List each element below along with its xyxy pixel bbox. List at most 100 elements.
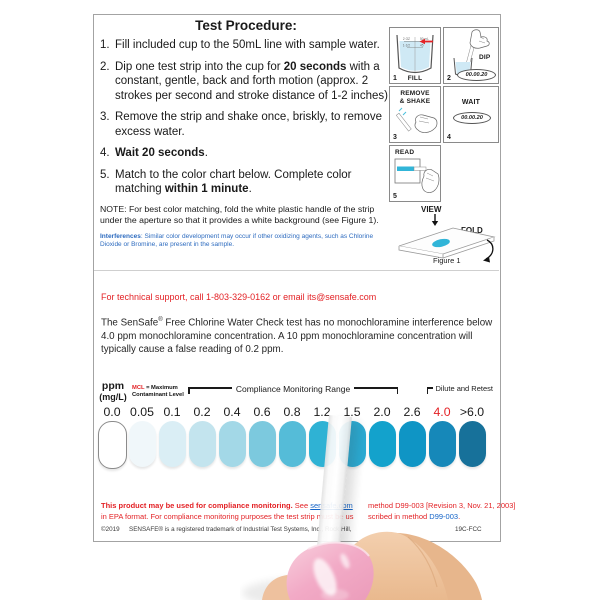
swatch-value: 0.2 [193, 405, 211, 419]
color-swatch [248, 421, 276, 467]
color-swatch [368, 421, 396, 467]
unit-ppm: ppm [101, 380, 125, 392]
bracket-tick [396, 387, 398, 394]
fold-label: FOLD [461, 226, 483, 235]
thumb-photo [242, 531, 482, 600]
swatch-cell [127, 421, 157, 469]
swatch-labels: 0.0 0.05 0.1 0.2 0.4 0.6 0.8 1.2 1.5 2.0 2.6 4.0 >6.… [97, 405, 487, 419]
compliance-bold: This product may be used for compliance … [101, 501, 293, 510]
step-number: 2. [100, 60, 110, 73]
interferences-label: Interferences [100, 232, 141, 240]
step-text-bold: 20 seconds [283, 60, 347, 73]
step-3: 3. Remove the strip and shake once, brisk… [100, 110, 392, 139]
panel-number: 3 [393, 134, 397, 141]
color-swatch [458, 421, 486, 467]
see-text: See [292, 501, 311, 510]
trademark-line: SENSAFE® is a registered trademark of In… [129, 526, 352, 533]
swatch-cell [427, 421, 457, 469]
panel-number: 4 [447, 134, 451, 141]
color-swatch [97, 421, 127, 469]
swatch-cell [397, 421, 427, 469]
registered-mark: ® [158, 317, 163, 323]
color-swatch [158, 421, 186, 467]
color-swatch [188, 421, 216, 467]
step-text: . [248, 183, 252, 195]
support-line: For technical support, call 1-803-329-01… [101, 292, 377, 302]
fill-mark2-oz: 1-1/2 [403, 43, 410, 47]
step-text: Remove the strip and shake once, briskly… [115, 111, 382, 138]
swatch-value: 0.8 [283, 405, 301, 419]
strip-read-icon [394, 158, 440, 193]
panel-read: READ 5 [389, 145, 441, 202]
mcl-line2: Contaminant Level [132, 391, 184, 398]
swatch-cell [97, 421, 127, 469]
swatch-value: 0.1 [163, 405, 181, 419]
swatch-value: 0.05 [130, 405, 154, 419]
info-paragraph: The SenSafe® Free Chlorine Water Check t… [101, 314, 493, 357]
panel-number: 5 [393, 193, 397, 200]
swatch-value: 2.0 [373, 405, 391, 419]
panel-remove-shake: REMOVE & SHAKE 3 [389, 86, 441, 143]
panel-label-wait: WAIT [461, 99, 481, 106]
step-5: 5. Match to the color chart below. Comple… [100, 168, 392, 197]
hand-shake-icon [395, 107, 438, 133]
view-label: VIEW [421, 205, 442, 214]
mcl-abbrev: MCL [132, 385, 145, 391]
color-swatch [128, 421, 156, 467]
figure-caption: Figure 1 [433, 256, 461, 265]
swatch-value: 0.6 [253, 405, 271, 419]
swatch-value: >6.0 [459, 405, 485, 419]
cup-fill-icon: 2 OZ 50 mL 1-1/2 45 [396, 34, 434, 74]
swatch-cell [157, 421, 187, 469]
color-swatch [278, 421, 306, 467]
step-text-bold: within 1 minute [164, 183, 249, 195]
method-reference-line1: method D99-003 [Revision 3, Nov. 21, 200… [368, 501, 516, 510]
color-swatch [398, 421, 426, 467]
panel-number: 2 [447, 75, 451, 82]
swatch-cell [277, 421, 307, 469]
step-number: 3. [100, 111, 110, 123]
sheet-border [93, 14, 501, 542]
interferences-text: : Similar color development may occur if… [100, 232, 374, 249]
panel-label-fill: FILL [407, 75, 423, 82]
step-number: 1. [100, 39, 110, 51]
mcl-note: MCL = Maximum Contaminant Level [132, 385, 194, 399]
folded-strip-icon [398, 227, 496, 263]
method-link[interactable]: D99-003 [429, 512, 459, 521]
down-arrow-icon [431, 214, 439, 226]
dilute-retest-label: Dilute and Retest [435, 383, 493, 393]
panel-label-dip: DIP [479, 54, 491, 61]
step-text: Dip one test strip into the cup for [115, 60, 284, 73]
step-text-bold: Wait 20 seconds [115, 147, 205, 159]
info-post: Free Chlorine Water Check test has no mo… [101, 317, 493, 356]
step-text: Match to the color chart below. Complete… [115, 168, 352, 196]
timer-display: 00.00.20 [453, 112, 491, 124]
step-text: Fill included cup to the 50mL line with … [115, 39, 380, 51]
swatch-value: 1.2 [313, 405, 331, 419]
swatch-value: 4.0 [433, 405, 451, 419]
note-text: NOTE: For best color matching, fold the … [100, 203, 379, 225]
method-pre: scribed in method [368, 512, 430, 521]
info-pre: The SenSafe [101, 317, 159, 329]
chart-unit-label: ppm (mg/L) [93, 381, 133, 403]
interferences-note: Interferences: Similar color development… [100, 233, 392, 250]
step-4: 4. Wait 20 seconds. [100, 146, 392, 161]
color-swatch [218, 421, 246, 467]
step-number: 4. [100, 147, 110, 159]
copyright: ©2019 [101, 526, 120, 533]
swatch-cell [247, 421, 277, 469]
fill-mark2-ml: 45 [420, 43, 424, 47]
step-2: 2. Dip one test strip into the cup for 20… [100, 60, 392, 104]
color-swatch [428, 421, 456, 467]
panel-label-remove: REMOVE [400, 90, 430, 97]
procedure-steps: 1. Fill included cup to the 50mL line wit… [100, 38, 392, 250]
swatch-value: 1.5 [343, 405, 361, 419]
step-1: 1. Fill included cup to the 50mL line wit… [100, 38, 392, 53]
swatch-value: 0.4 [223, 405, 241, 419]
bracket-line [354, 387, 397, 389]
mcl-rest: = Maximum [144, 385, 178, 391]
timer-display: 00.00.20 [457, 69, 496, 81]
panel-label-read: READ [395, 149, 415, 156]
method-reference-line2: scribed in method D99-003. [368, 512, 460, 521]
